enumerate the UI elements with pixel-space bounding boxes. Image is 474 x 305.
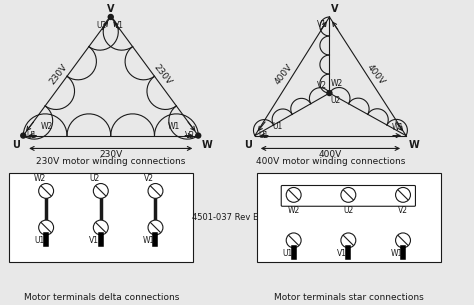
- Text: 230V: 230V: [47, 62, 69, 86]
- Text: W1: W1: [392, 123, 404, 132]
- Text: V1: V1: [114, 21, 124, 30]
- Text: 4501-037 Rev E: 4501-037 Rev E: [192, 213, 258, 222]
- Text: W2: W2: [41, 122, 54, 131]
- Circle shape: [196, 133, 201, 138]
- Text: V2: V2: [317, 81, 327, 90]
- Text: 230V: 230V: [99, 150, 122, 160]
- Text: V1: V1: [317, 20, 327, 29]
- Circle shape: [39, 220, 54, 235]
- Text: U1: U1: [258, 131, 268, 140]
- Text: U: U: [244, 139, 252, 149]
- Text: V: V: [331, 4, 338, 14]
- Bar: [257, 173, 441, 262]
- Circle shape: [341, 233, 356, 248]
- Text: 400V: 400V: [319, 150, 342, 160]
- Text: V: V: [107, 4, 115, 14]
- Text: Motor terminals star connections: Motor terminals star connections: [274, 292, 424, 302]
- Text: 400V motor winding connections: 400V motor winding connections: [256, 157, 405, 166]
- Text: V2: V2: [185, 131, 195, 140]
- Text: V2: V2: [144, 174, 154, 182]
- Text: W1: W1: [143, 236, 155, 245]
- Text: W1: W1: [391, 249, 403, 258]
- Text: U2: U2: [97, 21, 107, 30]
- Circle shape: [148, 220, 163, 235]
- Text: U1: U1: [35, 236, 45, 245]
- Text: W: W: [409, 139, 420, 149]
- Circle shape: [148, 184, 163, 198]
- Circle shape: [341, 188, 356, 202]
- Text: U1: U1: [273, 122, 283, 131]
- Bar: [9, 173, 193, 262]
- FancyBboxPatch shape: [281, 185, 415, 206]
- Circle shape: [93, 220, 108, 235]
- Text: U2: U2: [330, 96, 341, 105]
- Text: Motor terminals delta connections: Motor terminals delta connections: [24, 292, 179, 302]
- Text: 400V: 400V: [365, 62, 387, 86]
- Text: U: U: [12, 139, 20, 149]
- Text: V1: V1: [337, 249, 347, 258]
- Text: W2: W2: [288, 206, 300, 215]
- Text: W2: W2: [330, 79, 343, 88]
- Circle shape: [396, 233, 410, 248]
- Circle shape: [286, 233, 301, 248]
- Text: U2: U2: [343, 206, 354, 215]
- Circle shape: [39, 184, 54, 198]
- Circle shape: [286, 188, 301, 202]
- Circle shape: [396, 188, 410, 202]
- Circle shape: [21, 133, 26, 138]
- Text: W: W: [201, 139, 212, 149]
- Text: U2: U2: [89, 174, 100, 182]
- Circle shape: [327, 91, 332, 95]
- Text: U1: U1: [282, 249, 292, 258]
- Text: W1: W1: [168, 122, 180, 131]
- Text: 400V: 400V: [273, 62, 294, 86]
- Text: U1: U1: [26, 131, 36, 140]
- Text: V1: V1: [89, 236, 100, 245]
- Text: 230V: 230V: [152, 62, 173, 86]
- Circle shape: [108, 15, 113, 20]
- Text: W2: W2: [34, 174, 46, 182]
- Text: V2: V2: [398, 206, 408, 215]
- Circle shape: [93, 184, 108, 198]
- Text: 230V motor winding connections: 230V motor winding connections: [36, 157, 185, 166]
